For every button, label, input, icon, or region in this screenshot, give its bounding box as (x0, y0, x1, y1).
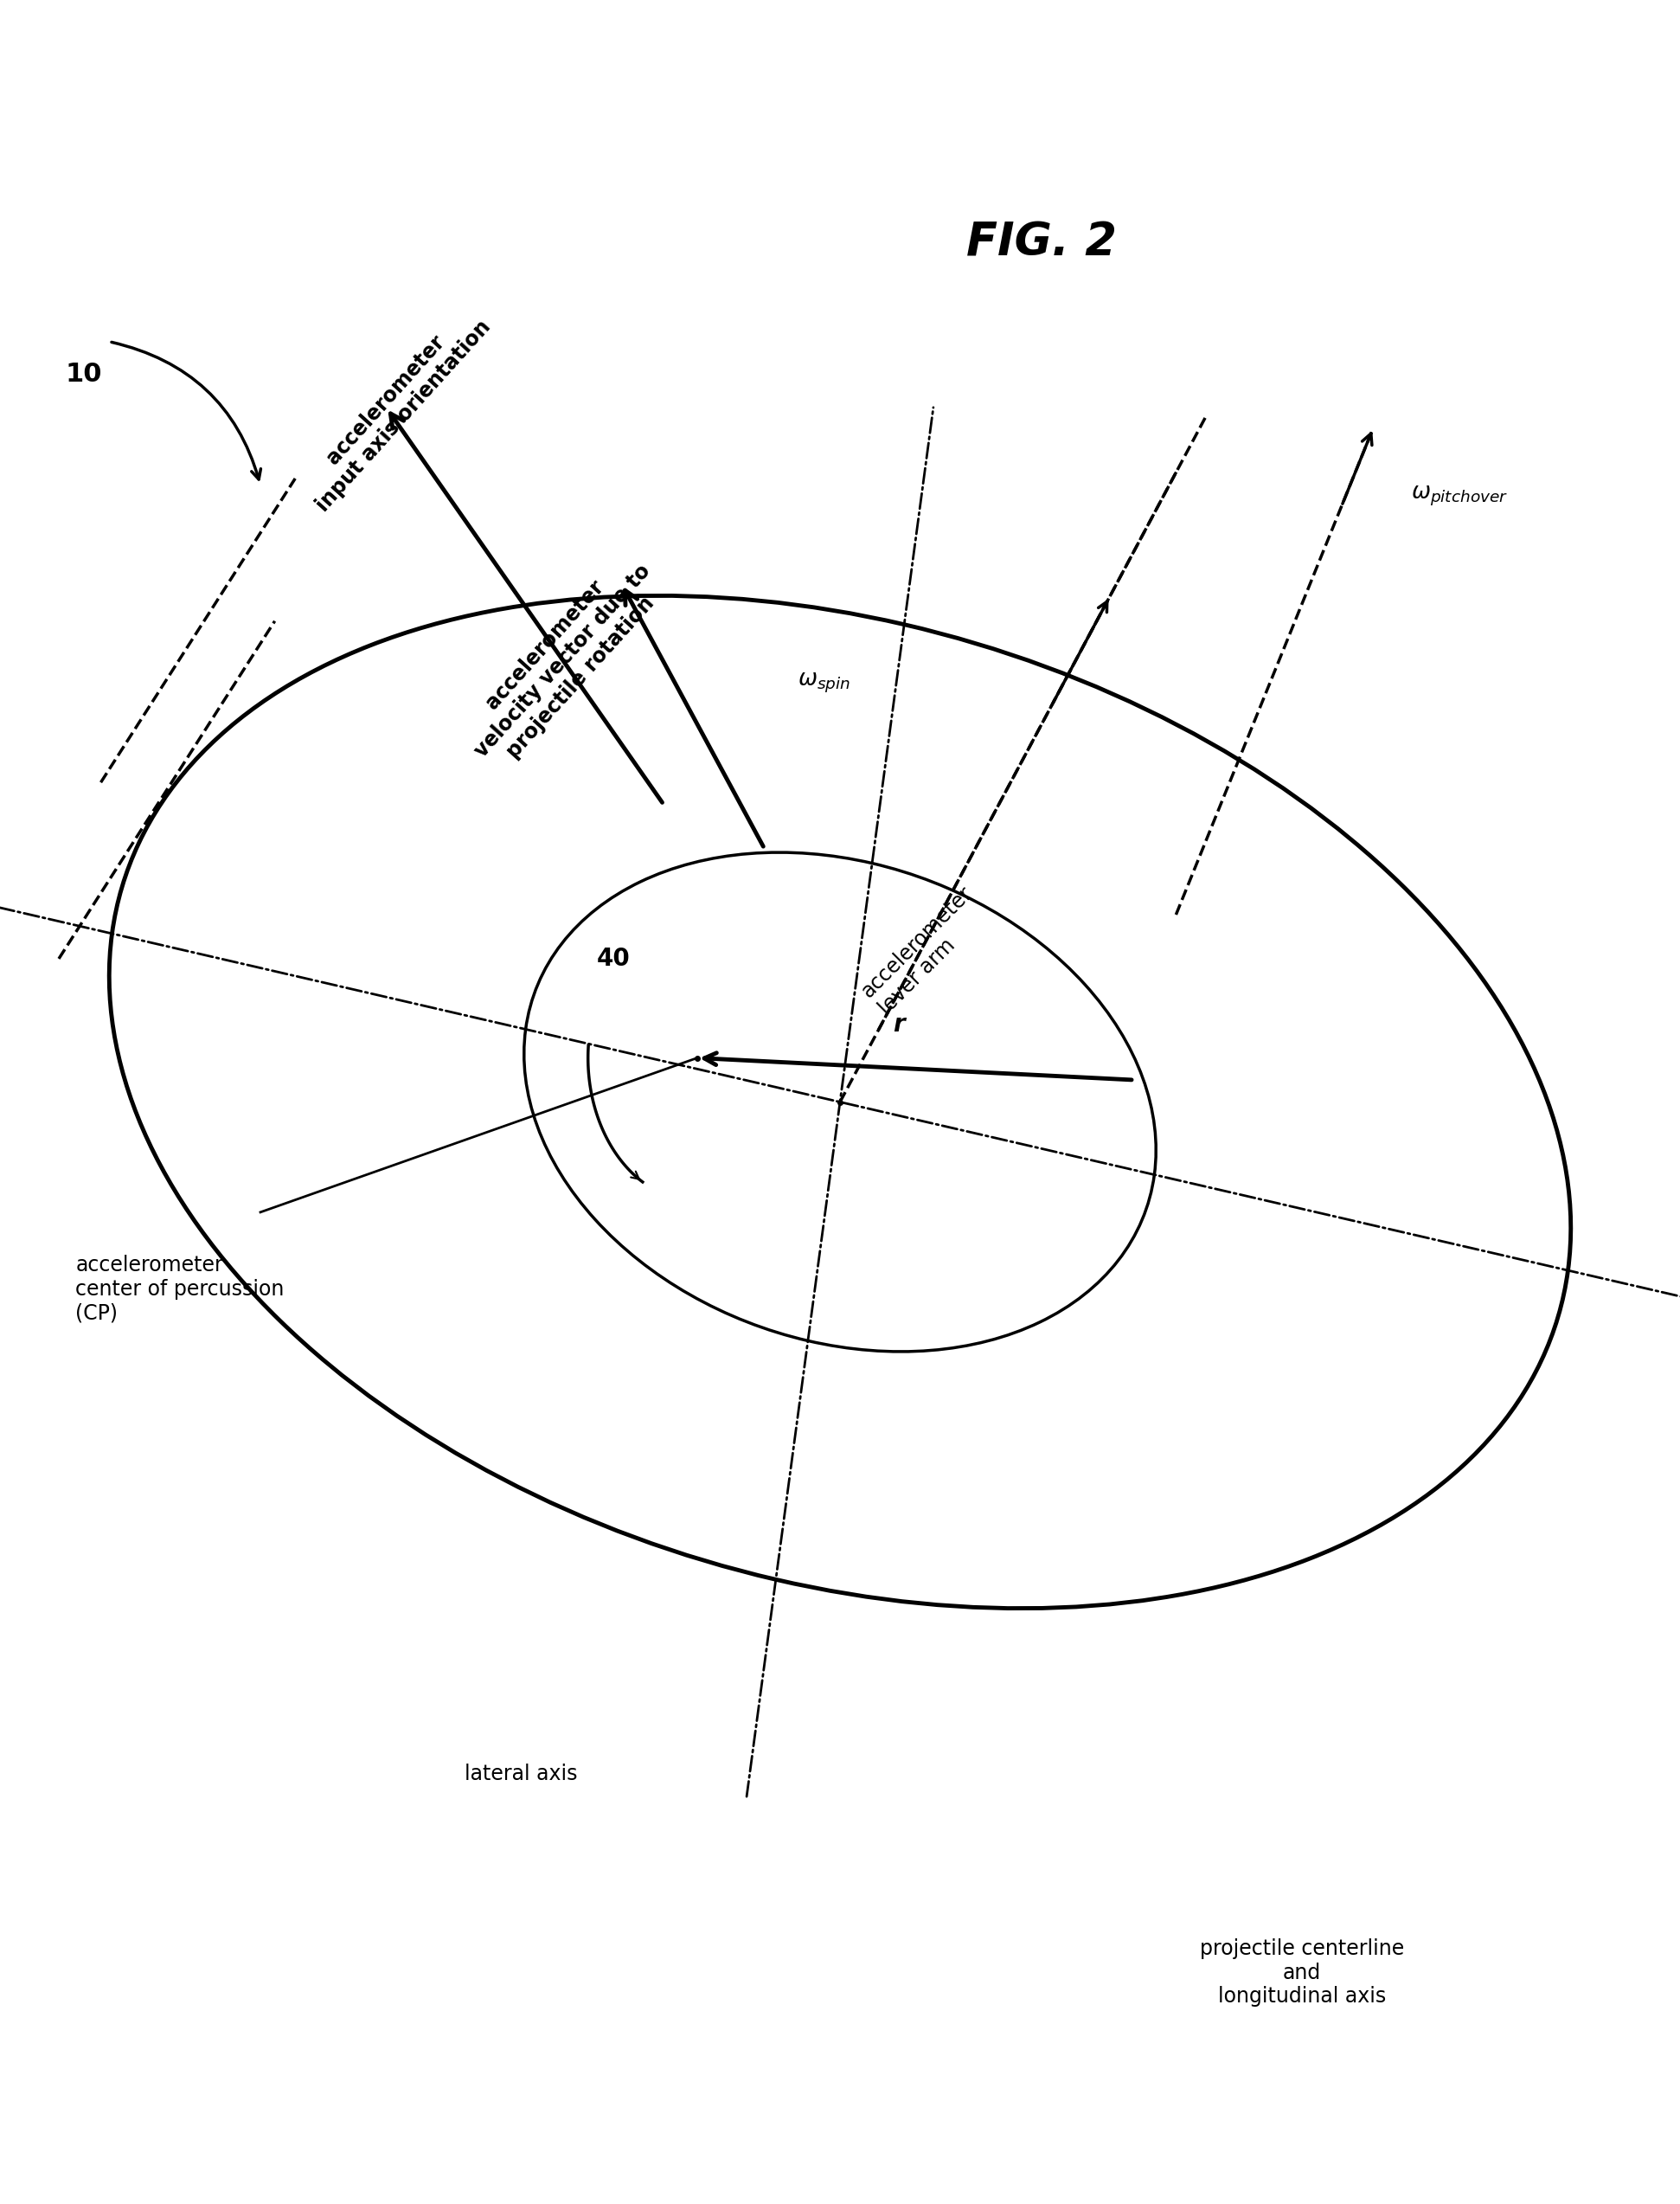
Text: r: r (892, 1014, 906, 1036)
Text: accelerometer
center of percussion
(CP): accelerometer center of percussion (CP) (76, 1254, 284, 1325)
Text: lateral axis: lateral axis (464, 1763, 578, 1785)
Text: $\omega_{spin}$: $\omega_{spin}$ (798, 672, 850, 694)
Text: $\omega_{pitchover}$: $\omega_{pitchover}$ (1411, 485, 1509, 507)
Text: accelerometer
input axis orientation: accelerometer input axis orientation (294, 300, 496, 516)
Text: FIG. 2: FIG. 2 (966, 220, 1117, 264)
Text: projectile centerline
and
longitudinal axis: projectile centerline and longitudinal a… (1200, 1937, 1404, 2008)
Text: 10: 10 (66, 361, 102, 388)
Text: 40: 40 (596, 948, 630, 970)
Text: accelerometer
lever arm: accelerometer lever arm (858, 882, 995, 1018)
Text: accelerometer
velocity vector due to
projectile rotation: accelerometer velocity vector due to pro… (454, 544, 672, 778)
